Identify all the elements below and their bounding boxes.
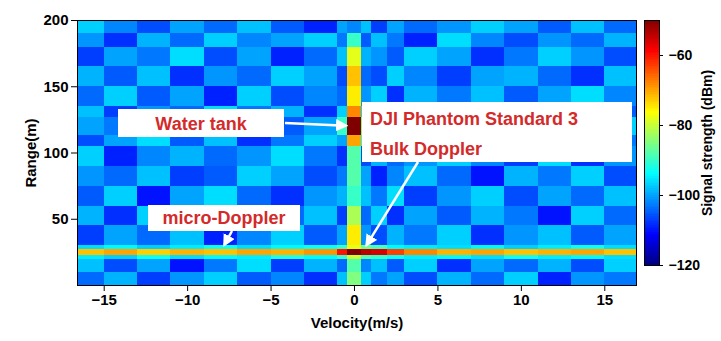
svg-text:Velocity(m/s): Velocity(m/s): [311, 314, 404, 331]
svg-text:0: 0: [350, 291, 358, 308]
svg-text:DJI Phantom Standard 3: DJI Phantom Standard 3: [370, 109, 578, 129]
svg-text:15: 15: [596, 291, 613, 308]
svg-text:10: 10: [513, 291, 530, 308]
svg-text:Signal strength (dBm): Signal strength (dBm): [699, 70, 715, 216]
svg-text:−100: −100: [669, 187, 701, 203]
svg-text:Range(m): Range(m): [22, 118, 39, 187]
svg-text:50: 50: [52, 210, 69, 227]
svg-text:100: 100: [43, 144, 68, 161]
svg-text:−120: −120: [669, 257, 701, 273]
svg-text:micro-Doppler: micro-Doppler: [162, 208, 285, 228]
svg-text:−10: −10: [175, 291, 200, 308]
svg-text:Water tank: Water tank: [155, 114, 247, 134]
svg-text:−5: −5: [263, 291, 280, 308]
svg-text:5: 5: [434, 291, 442, 308]
svg-text:−60: −60: [669, 47, 693, 63]
svg-text:−15: −15: [91, 291, 116, 308]
svg-text:150: 150: [43, 78, 68, 95]
svg-text:200: 200: [43, 11, 68, 28]
svg-text:Bulk Doppler: Bulk Doppler: [370, 139, 482, 159]
svg-text:−80: −80: [669, 117, 693, 133]
